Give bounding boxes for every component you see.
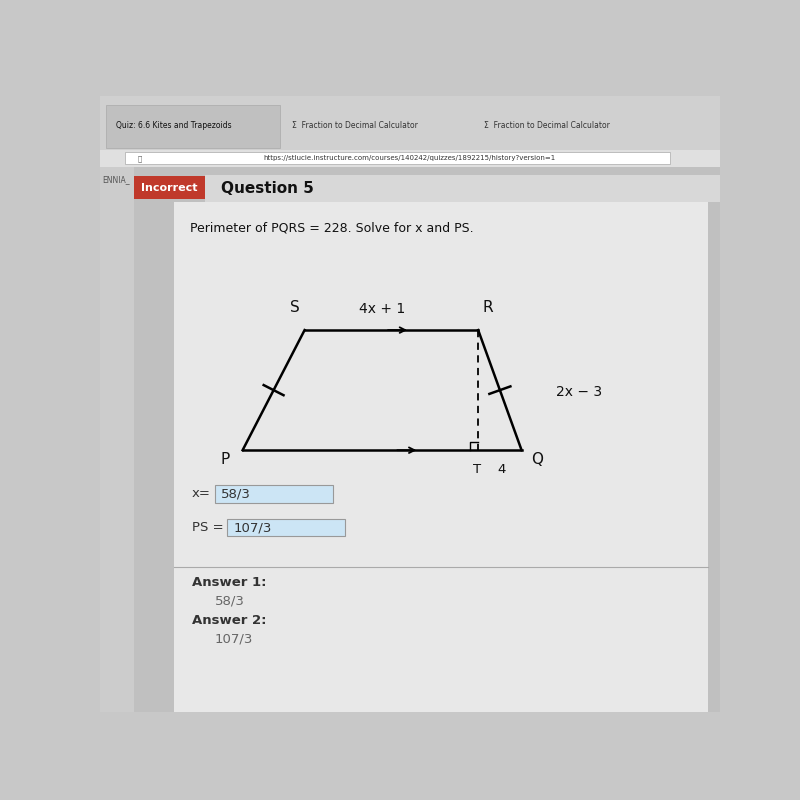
Text: Answer 1:: Answer 1: [192,576,266,589]
FancyBboxPatch shape [227,519,345,537]
Text: 4: 4 [498,462,506,475]
Text: PS =: PS = [192,521,223,534]
Text: Answer 2:: Answer 2: [192,614,266,627]
Text: x=: x= [192,487,210,500]
FancyBboxPatch shape [214,486,333,502]
Text: 4x + 1: 4x + 1 [359,302,406,315]
Text: R: R [482,300,493,314]
FancyBboxPatch shape [106,106,280,148]
Text: ENNIA_: ENNIA_ [102,174,130,184]
Text: 2x − 3: 2x − 3 [556,385,602,398]
Text: P: P [221,452,230,467]
FancyBboxPatch shape [125,152,670,164]
Text: Perimeter of PQRS = 228. Solve for x and PS.: Perimeter of PQRS = 228. Solve for x and… [190,222,474,235]
Text: https://stlucie.instructure.com/courses/140242/quizzes/1892215/history?version=1: https://stlucie.instructure.com/courses/… [264,155,556,162]
Text: 107/3: 107/3 [214,633,253,646]
Text: Q: Q [531,452,543,467]
Text: Σ  Fraction to Decimal Calculator: Σ Fraction to Decimal Calculator [292,121,418,130]
Text: 107/3: 107/3 [234,522,272,534]
Text: 🔒: 🔒 [138,155,142,162]
Text: Question 5: Question 5 [221,181,314,196]
Text: Quiz: 6.6 Kites and Trapezoids: Quiz: 6.6 Kites and Trapezoids [115,121,231,130]
Text: S: S [290,300,300,314]
Text: 58/3: 58/3 [221,487,250,501]
FancyBboxPatch shape [134,167,720,712]
FancyBboxPatch shape [206,175,720,202]
FancyBboxPatch shape [134,176,206,199]
FancyBboxPatch shape [100,167,134,712]
Text: Σ  Fraction to Decimal Calculator: Σ Fraction to Decimal Calculator [485,121,610,130]
FancyBboxPatch shape [100,150,720,167]
Text: T: T [473,462,481,475]
FancyBboxPatch shape [174,202,708,712]
Text: 58/3: 58/3 [214,594,245,608]
FancyBboxPatch shape [100,96,720,151]
Text: Incorrect: Incorrect [142,182,198,193]
